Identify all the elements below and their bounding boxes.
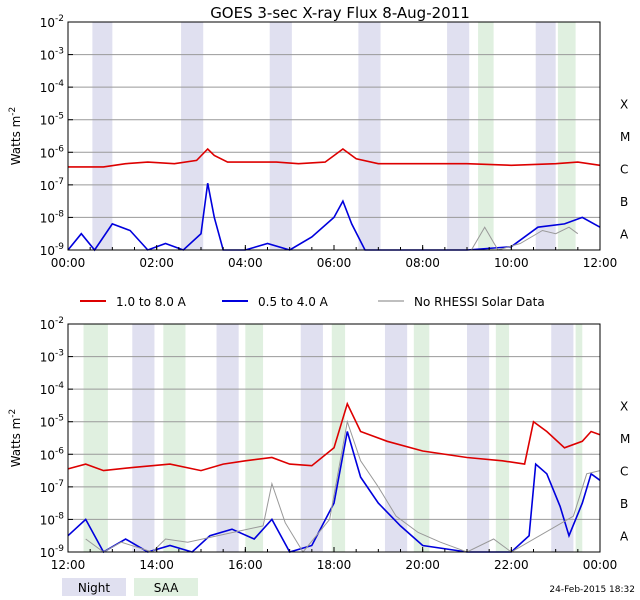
x-tick-label: 08:00 <box>405 256 440 270</box>
y-tick-label: 10-9 <box>40 242 65 258</box>
y-tick-label: 10-7 <box>40 479 64 495</box>
legend-label-long: 1.0 to 8.0 A <box>116 295 187 309</box>
saa-band <box>245 324 264 552</box>
x-tick-label: 20:00 <box>405 558 440 572</box>
y-tick-label: 10-2 <box>40 316 64 332</box>
x-tick-label: 16:00 <box>228 558 263 572</box>
night-band <box>132 324 155 552</box>
saa-label: SAA <box>154 581 179 595</box>
night-band <box>181 22 204 250</box>
panel-bottom: 10-9 10-8 10-7 10-6 10-5 10-4 10-3 10-2 12:00 14:… <box>8 316 630 572</box>
class-label: A <box>620 228 629 242</box>
saa-band <box>478 22 494 250</box>
y-tick-label: 10-7 <box>40 177 64 193</box>
x-tick-label: 14:00 <box>139 558 174 572</box>
saa-band <box>575 324 583 552</box>
night-band <box>358 22 381 250</box>
band-legend: Night SAA <box>62 578 198 596</box>
night-band <box>92 22 113 250</box>
y-tick-label: 10-3 <box>40 47 64 63</box>
y-tick-label: 10-4 <box>40 381 65 397</box>
series-line-short <box>67 431 601 554</box>
saa-band <box>331 324 346 552</box>
y-tick-label: 10-8 <box>40 209 65 225</box>
legend-label-short: 0.5 to 4.0 A <box>258 295 329 309</box>
chart-title: GOES 3-sec X-ray Flux 8-Aug-2011 <box>210 4 470 22</box>
night-band <box>551 324 574 552</box>
night-band <box>300 324 323 552</box>
class-label: B <box>620 497 628 511</box>
legend: 1.0 to 8.0 A 0.5 to 4.0 A No RHESSI Sola… <box>80 295 545 309</box>
class-label: X <box>620 97 628 111</box>
class-label: M <box>620 130 630 144</box>
x-tick-label: 00:00 <box>583 558 618 572</box>
y-tick-label: 10-3 <box>40 349 64 365</box>
night-band <box>447 22 470 250</box>
y-tick-label: 10-5 <box>40 414 64 430</box>
saa-band <box>495 324 510 552</box>
night-band <box>384 324 408 552</box>
series-line-nodata <box>470 226 579 251</box>
class-label: M <box>620 432 630 446</box>
class-label: C <box>620 465 628 479</box>
panel-top: 10-9 10-8 10-7 10-6 10-5 10-4 10-3 10-2 00:00 02:… <box>8 14 630 270</box>
night-swatch <box>62 578 126 596</box>
saa-band <box>413 324 430 552</box>
series-line-long <box>68 147 601 168</box>
x-tick-label: 06:00 <box>317 256 352 270</box>
saa-swatch <box>134 578 198 596</box>
saa-band <box>83 324 108 552</box>
x-tick-label: 04:00 <box>228 256 263 270</box>
class-label: B <box>620 195 628 209</box>
y-tick-label: 10-9 <box>40 544 65 560</box>
saa-band <box>163 324 186 552</box>
class-label: X <box>620 399 628 413</box>
series-line-short <box>67 183 601 252</box>
y-axis-label: Watts m-2 <box>8 409 23 468</box>
y-tick-label: 10-8 <box>40 511 65 527</box>
x-tick-label: 12:00 <box>51 558 86 572</box>
night-band <box>467 324 490 552</box>
x-tick-label: 12:00 <box>583 256 618 270</box>
x-tick-label: 10:00 <box>494 256 529 270</box>
y-tick-label: 10-6 <box>40 144 65 160</box>
night-label: Night <box>78 581 111 595</box>
y-tick-label: 10-6 <box>40 446 65 462</box>
y-tick-label: 10-2 <box>40 14 64 30</box>
class-label: C <box>620 163 628 177</box>
x-tick-label: 22:00 <box>494 558 529 572</box>
x-tick-label: 02:00 <box>139 256 174 270</box>
y-tick-label: 10-4 <box>40 79 65 95</box>
series-line-long <box>67 401 601 472</box>
y-tick-label: 10-5 <box>40 112 64 128</box>
series-line-nodata <box>85 419 601 553</box>
y-axis-label: Watts m-2 <box>8 107 23 166</box>
night-band <box>216 324 239 552</box>
class-label: A <box>620 530 629 544</box>
x-tick-label: 00:00 <box>51 256 86 270</box>
night-band <box>269 22 292 250</box>
x-tick-label: 18:00 <box>317 558 352 572</box>
footer-date: 24-Feb-2015 18:32 <box>549 585 635 595</box>
legend-label-nodata: No RHESSI Solar Data <box>414 295 545 309</box>
night-band <box>535 22 556 250</box>
saa-band <box>557 22 576 250</box>
